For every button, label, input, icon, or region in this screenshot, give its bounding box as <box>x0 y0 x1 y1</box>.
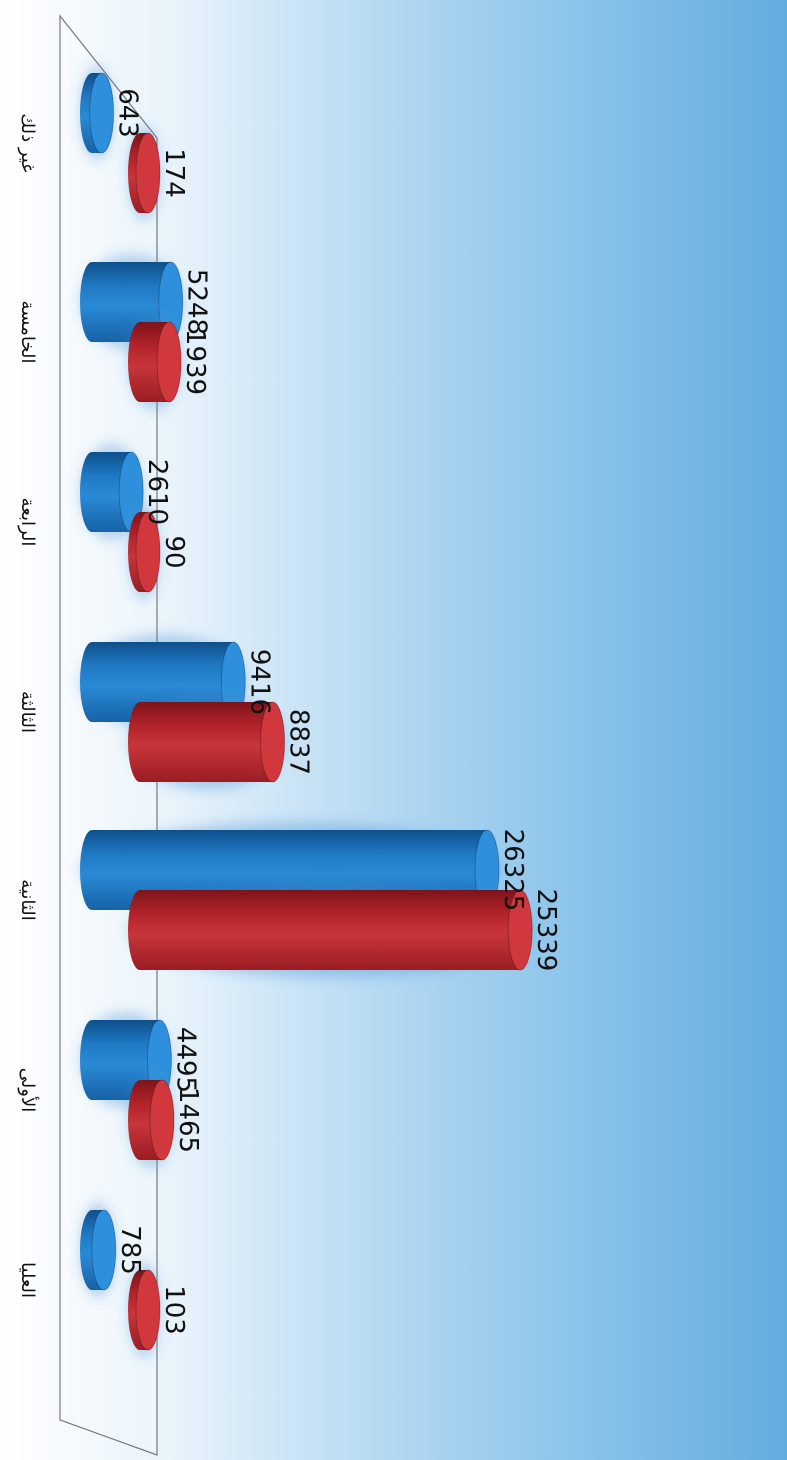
value-label-series-2: 25339 <box>531 889 561 972</box>
value-label-series-1: 26325 <box>498 829 528 912</box>
bar-cap <box>156 321 182 403</box>
bar-cap <box>89 72 115 154</box>
category-tick-label: الخامسة <box>17 301 38 364</box>
bar-cap <box>260 701 286 783</box>
bar-cap <box>149 1079 175 1161</box>
bar-series-2 <box>128 702 285 782</box>
category-tick-label: الثانية <box>17 879 38 921</box>
value-label-series-1: 9416 <box>244 649 274 715</box>
value-label-series-2: 8837 <box>284 709 314 775</box>
value-label-series-2: 1465 <box>173 1087 203 1153</box>
value-label-series-2: 1939 <box>180 329 210 395</box>
category-tick-label: الأولى <box>17 1068 39 1112</box>
value-label-series-1: 785 <box>115 1225 145 1275</box>
bar-cap <box>135 1269 161 1351</box>
value-label-series-2: 103 <box>159 1285 189 1335</box>
bar-cap <box>135 132 161 214</box>
value-label-series-2: 174 <box>159 148 189 198</box>
category-tick-label: الرابعة <box>17 498 38 547</box>
category-tick-label: الثالثة <box>17 691 38 733</box>
bar-cap <box>507 889 533 971</box>
category-tick-label: غير ذلك <box>17 113 38 172</box>
value-label-series-1: 4495 <box>170 1027 200 1093</box>
category-tick-label: العليا <box>17 1262 38 1298</box>
bar-series-2 <box>128 890 533 970</box>
bar-cap <box>135 511 161 593</box>
value-label-series-1: 643 <box>113 88 143 138</box>
value-label-series-2: 90 <box>159 535 189 568</box>
value-label-series-1: 5248 <box>182 269 212 335</box>
value-label-series-1: 2610 <box>142 459 172 525</box>
bar-cap <box>91 1209 117 1291</box>
